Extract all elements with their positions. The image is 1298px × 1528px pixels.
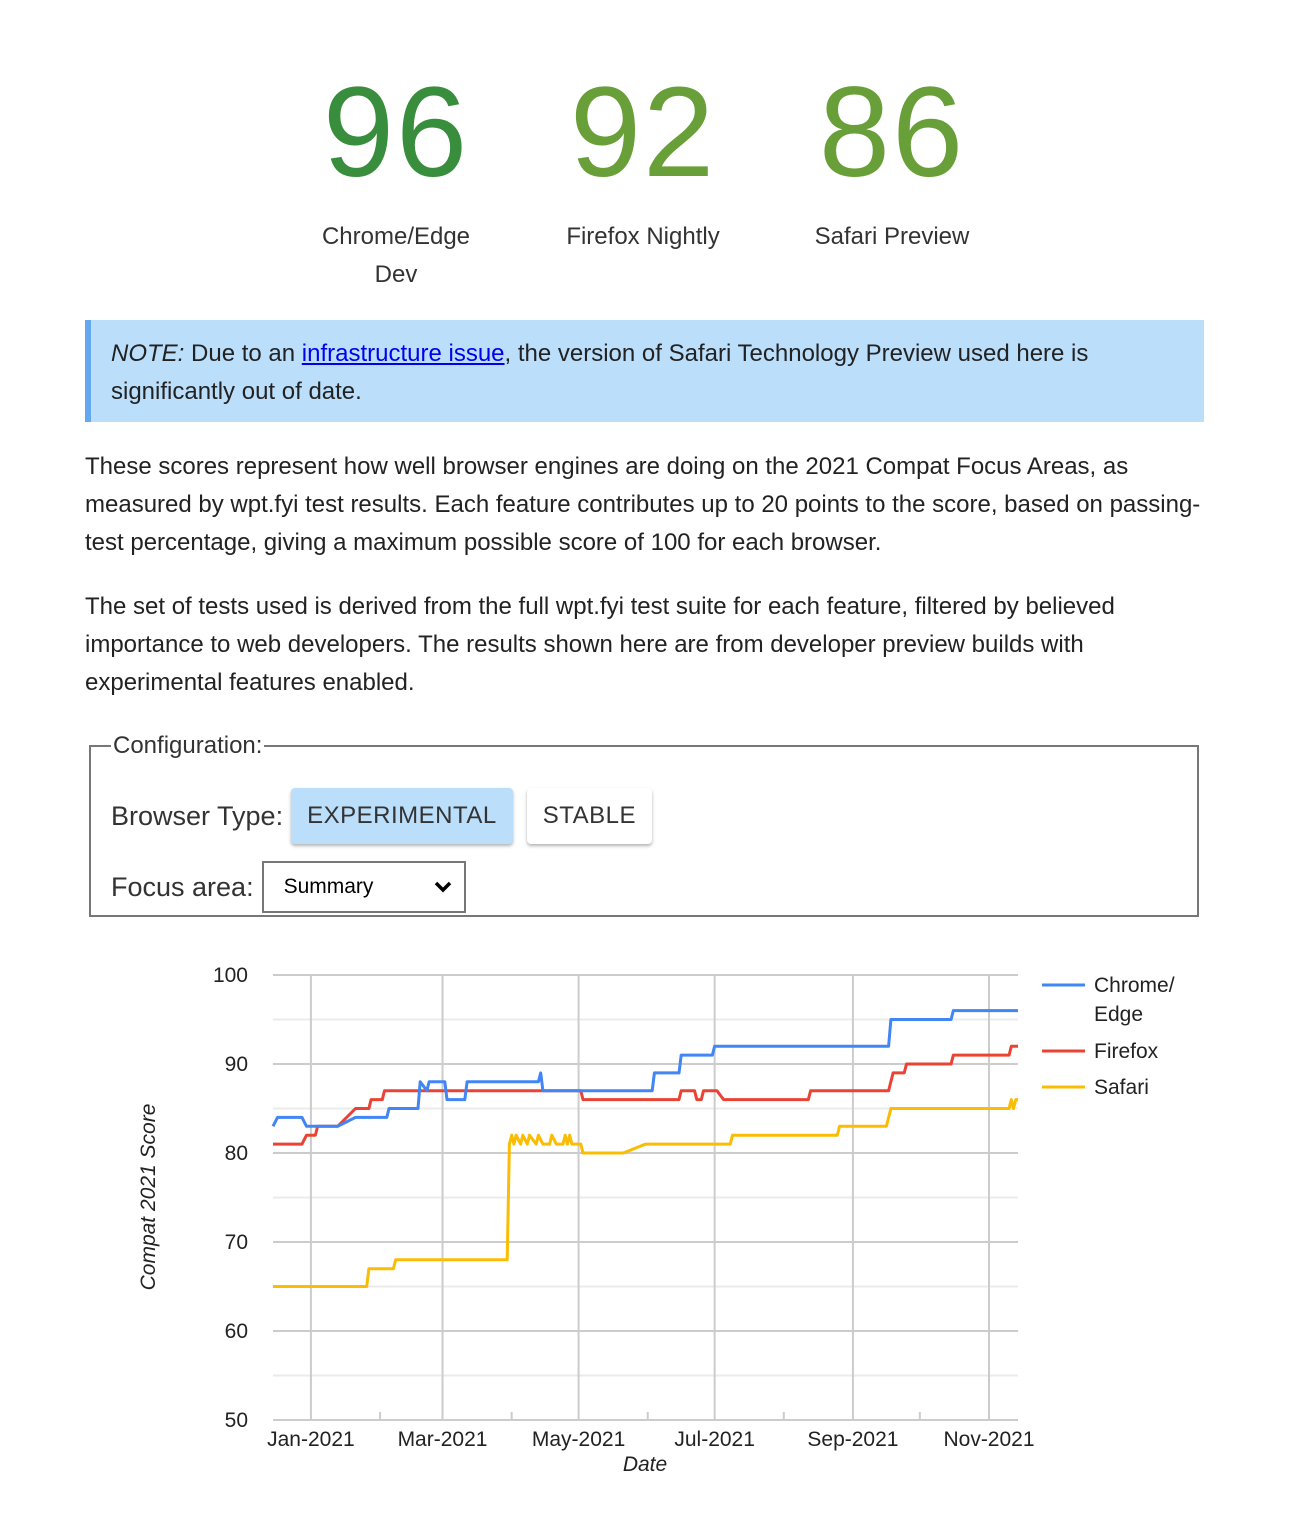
- y-axis-ticks: 50 60 70 80 90 100: [213, 964, 248, 1432]
- chevron-down-icon: [434, 881, 451, 893]
- x-tick-label: Mar-2021: [398, 1428, 488, 1451]
- x-tick-label: Sep-2021: [807, 1428, 898, 1451]
- score-label: Firefox Nightly: [566, 223, 720, 250]
- score-firefox: 92 Firefox Nightly: [523, 58, 763, 256]
- experimental-button[interactable]: EXPERIMENTAL: [291, 788, 513, 844]
- focus-area-row: Focus area: Summary: [111, 861, 466, 913]
- series-line-firefox: [273, 1044, 1018, 1146]
- infrastructure-issue-link[interactable]: infrastructure issue: [301, 340, 505, 367]
- legend-item: Firefox: [1042, 1040, 1159, 1063]
- score-chart: 50 60 70 80 90 100 Jan-2021 Mar-2021 May-2021 Ju…: [137, 964, 1175, 1476]
- x-tick-label: Jul-2021: [674, 1428, 755, 1451]
- note-banner: NOTE: Due to an infrastructure issue, th…: [85, 320, 1204, 422]
- browser-type-label: Browser Type:: [111, 800, 284, 831]
- legend-item: Safari: [1042, 1076, 1149, 1099]
- y-tick-label: 90: [225, 1053, 248, 1076]
- note-text: , the version of Safari Technology Previ…: [111, 340, 1089, 405]
- description-paragraph: The set of tests used is derived from th…: [85, 593, 1115, 696]
- score-chrome: 96 Chrome/Edge Dev: [276, 58, 516, 294]
- focus-area-label: Focus area:: [111, 871, 254, 902]
- stable-button[interactable]: STABLE: [526, 788, 652, 844]
- series-line-chrome-edge: [271, 1009, 1018, 1128]
- x-axis-title: Date: [623, 1453, 667, 1476]
- legend-label: Firefox: [1094, 1040, 1159, 1063]
- y-tick-label: 50: [225, 1409, 248, 1432]
- note-prefix: NOTE:: [111, 340, 185, 367]
- score-value: 92: [569, 61, 717, 204]
- focus-area-value: Summary: [283, 875, 374, 898]
- x-tick-label: Nov-2021: [943, 1428, 1034, 1451]
- y-tick-label: 100: [213, 964, 248, 987]
- legend-label: Safari: [1094, 1076, 1149, 1099]
- x-tick-label: May-2021: [532, 1428, 625, 1451]
- browser-type-row: Browser Type: EXPERIMENTAL STABLE: [111, 788, 666, 844]
- note-text: Due to an: [184, 340, 302, 367]
- focus-area-select[interactable]: Summary: [261, 861, 466, 913]
- score-safari: 86 Safari Preview: [772, 58, 1012, 256]
- legend-label: Chrome/: [1094, 974, 1175, 997]
- series-line-safari: [273, 1098, 1018, 1288]
- legend-label: Edge: [1094, 1003, 1143, 1026]
- chart-series: [271, 1009, 1018, 1288]
- y-tick-label: 60: [225, 1320, 248, 1343]
- y-tick-label: 70: [225, 1231, 248, 1254]
- configuration-panel: Configuration: Browser Type: EXPERIMENTA…: [89, 732, 1199, 917]
- score-label: Safari Preview: [814, 223, 970, 250]
- chart-legend: Chrome/Edge Firefox Safari: [1042, 974, 1175, 1099]
- legend-item: Chrome/Edge: [1042, 974, 1175, 1026]
- chart-grid: [273, 974, 1018, 1421]
- x-tick-label: Jan-2021: [267, 1428, 355, 1451]
- score-label: Chrome/Edge Dev: [321, 223, 471, 288]
- description-paragraph: These scores represent how well browser …: [85, 453, 1201, 556]
- y-axis-title: Compat 2021 Score: [137, 1104, 160, 1291]
- y-tick-label: 80: [225, 1142, 248, 1165]
- configuration-legend: Configuration:: [113, 732, 263, 759]
- score-value: 86: [818, 61, 966, 204]
- score-value: 96: [322, 61, 470, 204]
- x-axis-ticks: Jan-2021 Mar-2021 May-2021 Jul-2021 Sep-2021…: [267, 1428, 1034, 1451]
